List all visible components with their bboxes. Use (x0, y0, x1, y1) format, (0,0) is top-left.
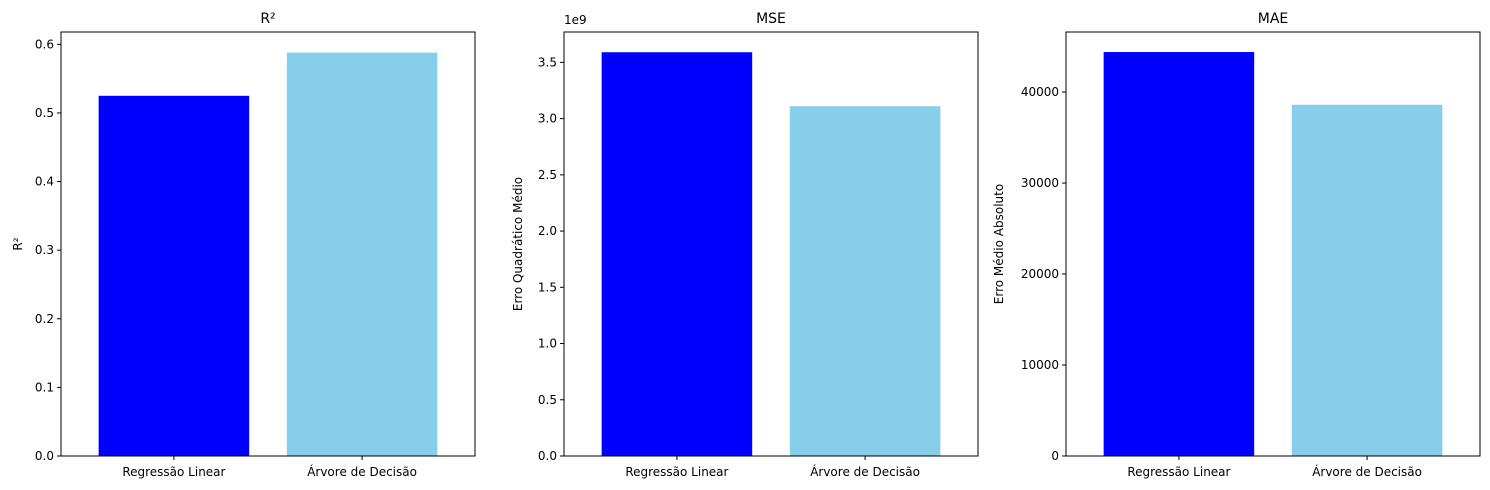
panel-title: R² (260, 11, 275, 27)
y-tick-label: 0.4 (35, 175, 54, 189)
bar (601, 52, 753, 457)
bar (98, 95, 250, 456)
y-tick-label: 0.0 (538, 449, 557, 463)
y-axis-offset-label: 1e9 (564, 13, 587, 27)
y-tick-label: 30000 (1021, 176, 1059, 190)
panel-title: MSE (756, 11, 786, 27)
y-axis-label: Erro Médio Absoluto (992, 184, 1006, 304)
x-tick-label: Regressão Linear (625, 465, 728, 479)
y-tick-label: 1.5 (538, 280, 557, 294)
y-axis-label: Erro Quadrático Médio (511, 177, 525, 311)
panel-mae: MAE Erro Médio Absoluto 0 10000 20000 30000… (992, 11, 1481, 479)
bar (789, 106, 941, 456)
x-tick-label: Árvore de Decisão (307, 464, 417, 479)
y-tick-label: 20000 (1021, 267, 1059, 281)
y-axis-label: R² (11, 237, 25, 250)
y-tick-label: 0.5 (35, 106, 54, 120)
axes-frame (1065, 31, 1481, 457)
bar (1291, 104, 1443, 456)
panel-r2: R² R² 0.0 0.1 0.2 0.3 0.4 0.5 0.6 Regressão Lin… (11, 11, 476, 479)
x-tick-label: Árvore de Decisão (810, 464, 920, 479)
y-tick-label: 2.5 (538, 168, 557, 182)
y-tick-label: 0.3 (35, 243, 54, 257)
bar (286, 52, 438, 456)
y-tick-label: 0.0 (35, 449, 54, 463)
x-tick-label: Regressão Linear (122, 465, 225, 479)
y-tick-label: 0.5 (538, 393, 557, 407)
y-tick-label: 2.0 (538, 224, 557, 238)
y-tick-label: 3.0 (538, 112, 557, 126)
y-tick-label: 0.1 (35, 380, 54, 394)
panel-title: MAE (1258, 11, 1289, 27)
axes-frame (563, 31, 979, 457)
y-tick-label: 0.2 (35, 312, 54, 326)
axes-frame (60, 31, 476, 457)
y-tick-label: 3.5 (538, 55, 557, 69)
y-tick-label: 0 (1051, 449, 1059, 463)
x-tick-label: Regressão Linear (1127, 465, 1230, 479)
panel-mse: MSE Erro Quadrático Médio 1e9 0.0 0.5 1.0 1… (511, 11, 979, 479)
y-tick-label: 0.6 (35, 37, 54, 51)
y-tick-label: 10000 (1021, 358, 1059, 372)
x-tick-label: Árvore de Decisão (1312, 464, 1422, 479)
y-tick-label: 40000 (1021, 85, 1059, 99)
bar (1103, 52, 1255, 457)
y-tick-label: 1.0 (538, 337, 557, 351)
